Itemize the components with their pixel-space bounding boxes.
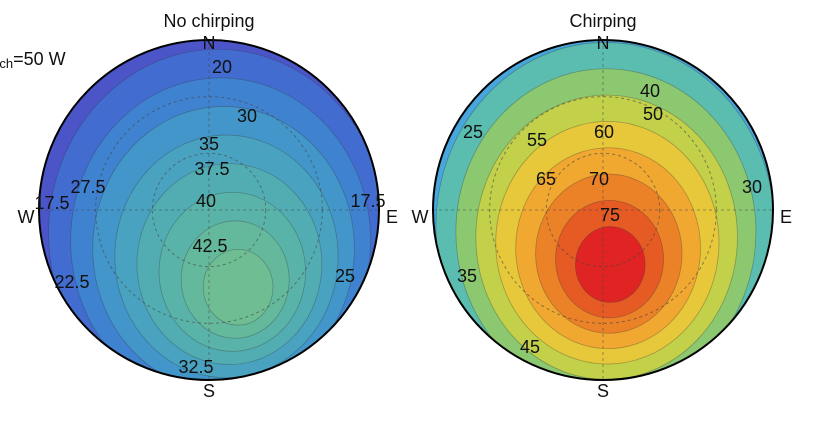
contour-label: 65 xyxy=(536,169,556,189)
annotation-subscript: Launch xyxy=(0,56,13,71)
contour-label: 60 xyxy=(594,122,614,142)
contour-label: 40 xyxy=(196,191,216,211)
contour-label: 20 xyxy=(212,57,232,77)
contour-label: 42.5 xyxy=(192,236,227,256)
contour-label: 17.5 xyxy=(350,191,385,211)
direction-label: W xyxy=(412,207,429,227)
contour-label: 25 xyxy=(335,266,355,286)
chart-title: No chirping xyxy=(163,11,254,31)
contour-label: 70 xyxy=(589,169,609,189)
contour-label: 30 xyxy=(742,177,762,197)
annotation-rest: =50 W xyxy=(13,49,66,69)
plot-border xyxy=(38,39,380,381)
direction-label: N xyxy=(597,33,610,53)
direction-label: S xyxy=(597,381,609,401)
contour-label: 30 xyxy=(237,106,257,126)
contour-label: 35 xyxy=(457,266,477,286)
contour-band xyxy=(575,226,646,303)
contour-label: 37.5 xyxy=(194,159,229,179)
direction-label: N xyxy=(203,33,216,53)
contour-label: 55 xyxy=(527,130,547,150)
contour-label: 17.5 xyxy=(34,193,69,213)
plot-border xyxy=(432,39,774,381)
contour-label: 35 xyxy=(199,134,219,154)
chart-title: Chirping xyxy=(569,11,636,31)
contour-label: 50 xyxy=(643,104,663,124)
contour-area xyxy=(433,40,773,380)
contour-label: 45 xyxy=(520,337,540,357)
contour-label: 22.5 xyxy=(54,272,89,292)
direction-label: S xyxy=(203,381,215,401)
contour-label: 40 xyxy=(640,81,660,101)
contour-area xyxy=(39,40,379,380)
direction-label: E xyxy=(386,207,398,227)
contour-label: 27.5 xyxy=(70,177,105,197)
contour-label: 25 xyxy=(463,122,483,142)
contour-band xyxy=(202,249,274,326)
direction-label: W xyxy=(18,207,35,227)
direction-label: E xyxy=(780,207,792,227)
grid-circle xyxy=(545,152,661,268)
grid-circle xyxy=(151,152,267,268)
contour-label: 75 xyxy=(600,205,620,225)
contour-label: 32.5 xyxy=(178,357,213,377)
annotation: PLaunch=50 W xyxy=(0,49,66,72)
